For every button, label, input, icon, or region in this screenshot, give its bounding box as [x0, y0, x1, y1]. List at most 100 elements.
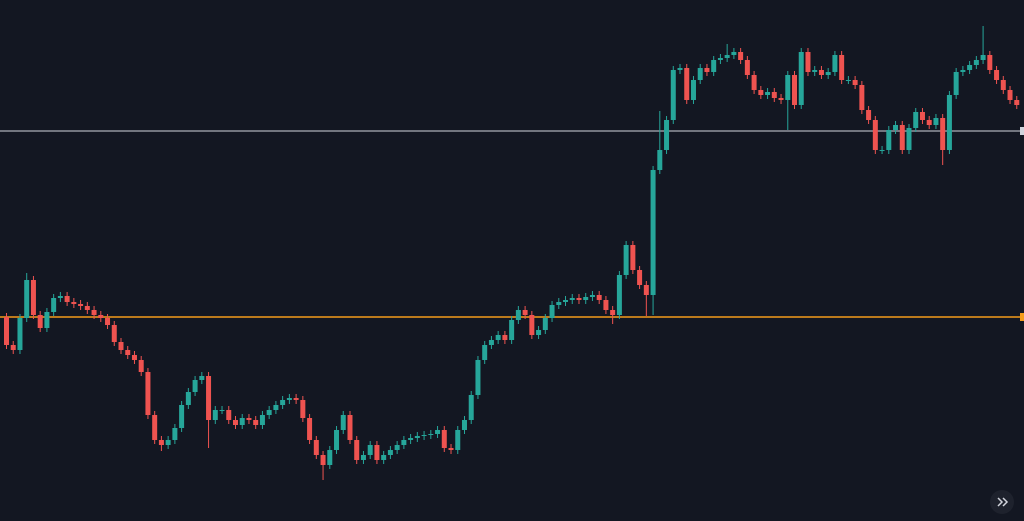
- candle-body: [475, 360, 481, 395]
- candle-body: [468, 395, 474, 420]
- candle-body: [172, 428, 178, 440]
- candle-body: [563, 300, 569, 302]
- candle-body: [280, 400, 286, 405]
- candle-body: [717, 58, 723, 60]
- candle-body: [973, 60, 979, 65]
- candle-body: [246, 418, 252, 420]
- candle-body: [926, 120, 932, 125]
- candle-body: [84, 306, 90, 310]
- candle-body: [71, 302, 77, 304]
- candle-body: [677, 68, 683, 70]
- candle-body: [488, 340, 494, 345]
- candle-body: [724, 55, 730, 58]
- candle-body: [711, 60, 717, 72]
- candle-body: [643, 285, 649, 295]
- candle-body: [623, 245, 629, 275]
- candle-body: [670, 70, 676, 120]
- candle-body: [179, 405, 185, 428]
- candle-body: [367, 445, 373, 455]
- candle-body: [111, 325, 117, 342]
- candle-body: [374, 445, 380, 460]
- candle-body: [334, 430, 340, 450]
- candle-body: [664, 120, 670, 150]
- candle-body: [576, 298, 582, 300]
- candle-body: [798, 52, 804, 105]
- candle-body: [131, 355, 137, 360]
- candle-body: [697, 68, 703, 80]
- candle-body: [529, 315, 535, 335]
- candle-body: [219, 410, 225, 411]
- candle-body: [852, 80, 858, 85]
- candle-body: [64, 296, 70, 302]
- candle-body: [744, 60, 750, 75]
- candle-body: [684, 68, 690, 100]
- candle-body: [536, 330, 542, 335]
- candle-body: [792, 75, 798, 105]
- candle-body: [1014, 100, 1020, 105]
- candle-body: [610, 310, 616, 315]
- candle-body: [313, 440, 319, 455]
- candle-body: [603, 300, 609, 310]
- candle-body: [78, 304, 84, 306]
- candle-body: [637, 270, 643, 285]
- candle-body: [206, 376, 212, 420]
- candle-body: [953, 72, 959, 95]
- candle-body: [946, 95, 952, 150]
- candle-body: [657, 150, 663, 170]
- candle-body: [1007, 90, 1013, 100]
- candle-body: [879, 150, 885, 151]
- candle-body: [913, 112, 919, 128]
- candle-body: [589, 295, 595, 297]
- candle-body: [886, 130, 892, 150]
- candle-body: [354, 440, 360, 460]
- candle-body: [758, 90, 764, 95]
- candle-body: [17, 318, 23, 350]
- candle-body: [394, 445, 400, 450]
- candle-body: [340, 415, 346, 430]
- scroll-to-latest-button[interactable]: [990, 490, 1014, 514]
- candle-body: [259, 415, 265, 425]
- candle-body: [91, 310, 97, 315]
- candle-body: [51, 298, 57, 312]
- candle-body: [933, 118, 939, 125]
- candle-body: [960, 70, 966, 72]
- candle-body: [738, 52, 744, 60]
- candle-body: [286, 398, 292, 400]
- price-level-marker: [1020, 127, 1024, 135]
- candle-body: [192, 380, 198, 392]
- candle-body: [805, 52, 811, 72]
- candle-body: [401, 440, 407, 445]
- candle-body: [832, 55, 838, 72]
- candle-body: [266, 410, 272, 415]
- candle-body: [495, 335, 501, 340]
- candle-body: [569, 298, 575, 300]
- candle-body: [414, 436, 420, 438]
- candle-body: [556, 302, 562, 305]
- candle-body: [293, 398, 299, 400]
- candle-body: [630, 245, 636, 270]
- price-level-marker: [1020, 313, 1024, 321]
- candle-body: [549, 305, 555, 318]
- candle-body: [899, 125, 905, 150]
- candle-body: [360, 455, 366, 460]
- candle-body: [320, 455, 326, 465]
- candle-body: [751, 75, 757, 90]
- candle-body: [226, 410, 232, 420]
- candle-body: [906, 128, 912, 150]
- candle-body: [327, 450, 333, 465]
- candle-body: [502, 335, 508, 340]
- candle-body: [987, 55, 993, 70]
- candle-body: [448, 448, 454, 450]
- candle-body: [994, 70, 1000, 80]
- candle-body: [461, 420, 467, 430]
- candle-body: [980, 55, 986, 60]
- candle-body: [785, 75, 791, 100]
- candle-body: [118, 342, 124, 350]
- candle-body: [44, 312, 50, 328]
- candle-body: [57, 296, 63, 298]
- candle-body: [138, 360, 144, 372]
- candle-body: [704, 68, 710, 72]
